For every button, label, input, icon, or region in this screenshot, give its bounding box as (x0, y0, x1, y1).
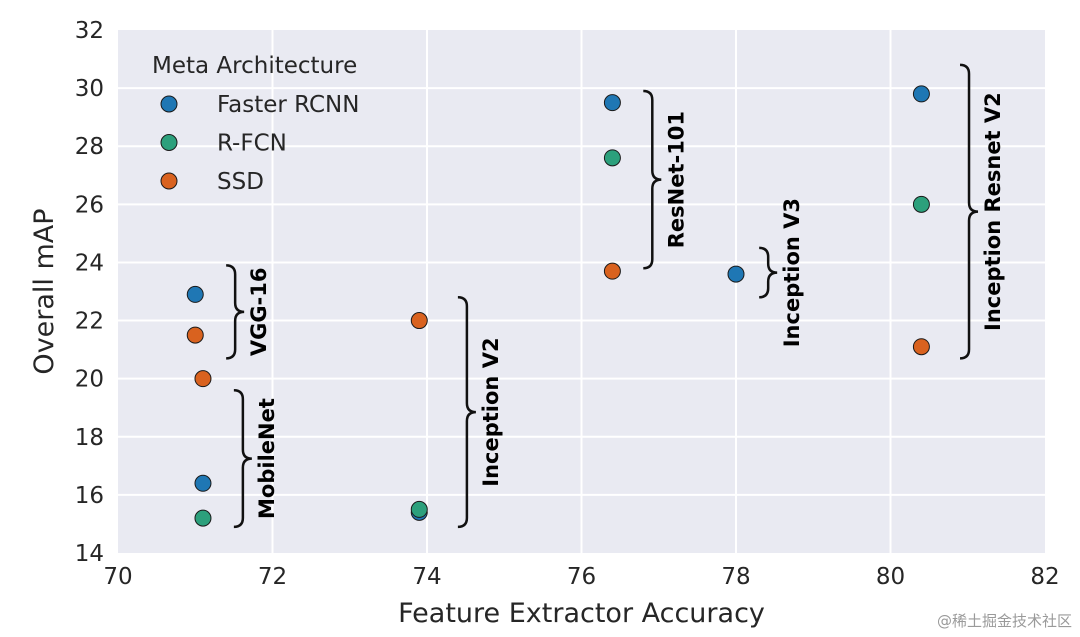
data-point (912, 85, 930, 103)
x-tick-label: 74 (412, 564, 441, 590)
group-bracket (959, 63, 979, 360)
data-point (603, 262, 621, 280)
group-label: VGG-16 (247, 268, 271, 357)
y-tick-label: 22 (75, 309, 104, 335)
group-label: Inception V2 (479, 337, 503, 486)
y-tick-label: 20 (75, 367, 104, 393)
legend-marker (160, 134, 178, 151)
y-axis-label: Overall mAP (29, 208, 60, 374)
data-points (186, 85, 930, 527)
data-point (194, 370, 212, 388)
watermark: @稀土掘金技术社区 (936, 612, 1072, 630)
y-tick-label: 26 (75, 192, 104, 218)
legend-title: Meta Architecture (152, 53, 357, 79)
legend-label: R-FCN (217, 131, 287, 157)
x-tick-label: 82 (1030, 564, 1059, 590)
legend-marker (160, 95, 178, 113)
data-point (194, 509, 212, 527)
data-point (410, 500, 428, 518)
data-point (186, 285, 204, 303)
grid-lines (118, 30, 1045, 553)
group-label: Inception Resnet V2 (981, 92, 1005, 331)
y-tick-label: 30 (75, 76, 104, 102)
y-tick-label: 32 (75, 18, 104, 44)
x-axis-label: Feature Extractor Accuracy (398, 598, 765, 629)
group-label: Inception V3 (780, 198, 804, 347)
x-tick-labels: 70 72 74 76 78 80 82 (103, 564, 1059, 590)
x-tick-label: 70 (103, 564, 132, 590)
y-tick-label: 18 (75, 425, 104, 451)
group-label: MobileNet (255, 398, 279, 519)
legend-marker (160, 172, 178, 190)
data-point (186, 326, 204, 344)
y-tick-label: 28 (75, 134, 104, 160)
y-tick-label: 16 (75, 483, 104, 509)
x-tick-label: 80 (876, 564, 905, 590)
data-point (727, 265, 745, 283)
legend-label: Faster RCNN (217, 92, 359, 118)
x-tick-label: 72 (258, 564, 287, 590)
data-point (410, 312, 428, 330)
data-point (194, 474, 212, 492)
group-label: ResNet-101 (664, 111, 688, 248)
y-tick-labels: 14 16 18 20 22 24 26 28 30 32 (75, 18, 104, 567)
data-point (603, 149, 621, 167)
group-brackets: VGG-16 MobileNet Inception V2 ResNet-101 Inc… (226, 63, 1005, 529)
group-bracket (457, 296, 476, 529)
legend-label: SSD (217, 169, 264, 195)
data-point (912, 338, 930, 356)
data-point (603, 94, 621, 112)
y-tick-label: 14 (75, 541, 104, 567)
group-bracket (759, 246, 778, 299)
group-bracket (226, 264, 245, 360)
x-tick-label: 78 (721, 564, 750, 590)
data-point (912, 195, 930, 213)
group-bracket (643, 89, 662, 270)
x-tick-label: 76 (567, 564, 596, 590)
group-bracket (233, 389, 252, 529)
y-tick-label: 24 (75, 250, 104, 276)
legend: Meta Architecture Faster RCNN R-FCN SSD (152, 53, 359, 195)
